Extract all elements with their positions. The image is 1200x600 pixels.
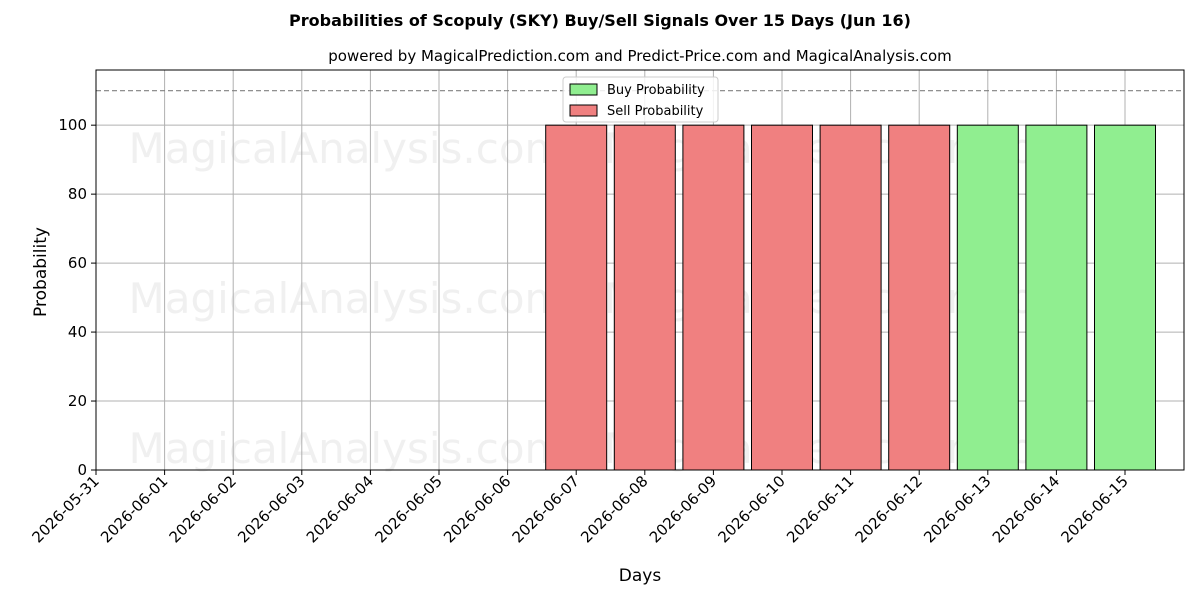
y-tick-label: 100: [58, 116, 87, 134]
bars: [545, 124, 1156, 471]
y-tick-label: 80: [68, 185, 87, 203]
x-axis-label: Days: [619, 566, 662, 586]
chart-subtitle: powered by MagicalPrediction.com and Pre…: [328, 47, 952, 65]
sell-bar: [819, 124, 882, 471]
plot-frame: [95, 69, 1185, 471]
y-axis-ticks: 0 20 40 60 80 100: [58, 116, 96, 479]
watermark-text: MagicalAnalysis.com: [129, 124, 566, 173]
legend-label: Sell Probability: [607, 104, 704, 119]
sell-bar: [613, 124, 676, 471]
y-tick-label: 20: [68, 392, 87, 410]
buy-bar: [956, 124, 1019, 471]
y-tick-label: 40: [68, 323, 87, 341]
buy-bar: [1025, 124, 1088, 471]
legend-swatch: [569, 104, 598, 117]
chart-title: Probabilities of Scopuly (SKY) Buy/Sell …: [289, 11, 911, 30]
sell-bar: [888, 124, 951, 471]
legend: Buy Probability Sell Probability: [562, 76, 719, 123]
legend-box: [562, 76, 719, 123]
watermark-text: MagicalAnalysis.com: [129, 424, 566, 473]
legend-swatch: [569, 83, 598, 96]
y-tick-label: 60: [68, 254, 87, 272]
y-tick-label: 0: [77, 461, 87, 479]
y-axis-label: Probability: [31, 227, 51, 317]
sell-bar: [682, 124, 745, 471]
legend-label: Buy Probability: [607, 83, 705, 98]
buy-bar: [1094, 124, 1156, 471]
sell-bar: [751, 124, 813, 471]
sell-bar: [545, 124, 608, 471]
watermark-text: MagicalAnalysis.com: [129, 274, 566, 323]
